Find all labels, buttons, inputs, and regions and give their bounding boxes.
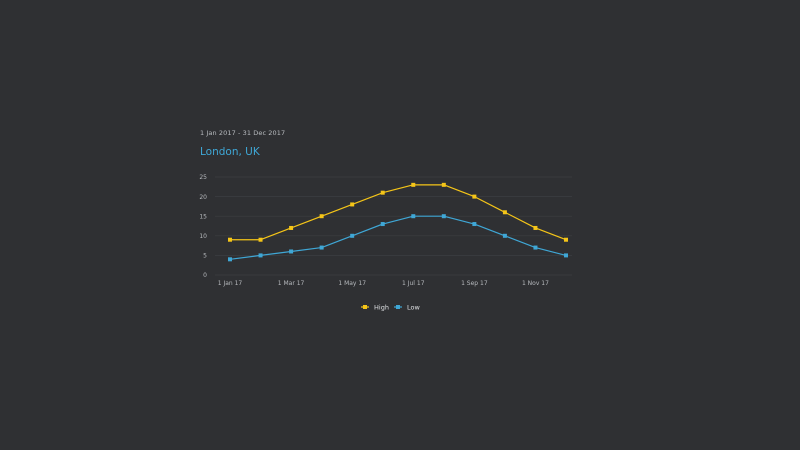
- legend-item-low[interactable]: Low: [394, 303, 420, 311]
- data-point-low: [564, 253, 568, 258]
- x-tick-label: 1 Sep 17: [461, 280, 488, 287]
- data-point-low: [258, 253, 263, 258]
- legend-label-low: Low: [407, 303, 420, 311]
- series-line-high: [230, 184, 567, 241]
- x-tick-label: 1 Jan 17: [218, 280, 243, 287]
- legend[interactable]: High Low: [361, 303, 420, 311]
- series-line-low: [229, 215, 567, 260]
- data-point-low: [411, 214, 416, 219]
- data-point-low: [350, 233, 355, 238]
- x-tick-label: 1 Mar 17: [278, 280, 305, 287]
- data-point-high: [411, 182, 416, 187]
- y-tick-label: 25: [199, 174, 207, 181]
- series-group: [228, 182, 568, 262]
- y-tick-label: 5: [203, 253, 207, 260]
- series-low: [228, 214, 568, 262]
- data-point-high: [319, 214, 324, 219]
- data-point-low: [502, 233, 507, 238]
- data-point-high: [258, 237, 263, 242]
- y-axis-ticks: 0 5 10 15 20 25: [199, 174, 207, 279]
- series-high: [228, 182, 568, 242]
- x-tick-label: 1 Nov 17: [522, 280, 549, 287]
- x-tick-label: 1 Jul 17: [402, 280, 425, 287]
- chart-title: London, UK: [200, 146, 260, 158]
- y-tick-label: 15: [199, 213, 207, 220]
- grid-lines: [215, 176, 572, 276]
- legend-item-high[interactable]: High: [361, 303, 389, 311]
- data-point-low: [533, 245, 538, 250]
- date-range-label: 1 Jan 2017 - 31 Dec 2017: [200, 129, 286, 137]
- legend-marker-low: [396, 305, 400, 309]
- x-tick-label: 1 May 17: [338, 280, 366, 287]
- data-point-high: [502, 210, 507, 215]
- y-tick-label: 10: [199, 233, 207, 240]
- data-point-high: [350, 202, 355, 207]
- legend-label-high: High: [374, 303, 389, 311]
- data-point-low: [472, 222, 477, 227]
- y-tick-label: 0: [203, 272, 207, 279]
- data-point-high: [380, 190, 385, 195]
- data-point-high: [533, 225, 538, 230]
- y-tick-label: 20: [199, 194, 207, 201]
- data-point-low: [228, 257, 232, 262]
- data-point-low: [319, 245, 324, 250]
- data-point-high: [441, 182, 446, 187]
- data-point-high: [564, 237, 568, 242]
- data-point-low: [289, 249, 294, 254]
- data-point-high: [289, 225, 294, 230]
- data-point-high: [472, 194, 477, 199]
- data-point-low: [380, 222, 385, 227]
- data-point-low: [441, 214, 446, 219]
- x-axis-ticks: 1 Jan 17 1 Mar 17 1 May 17 1 Jul 17 1 Sep 17…: [218, 280, 549, 287]
- data-point-high: [228, 237, 232, 242]
- legend-marker-high: [363, 305, 367, 309]
